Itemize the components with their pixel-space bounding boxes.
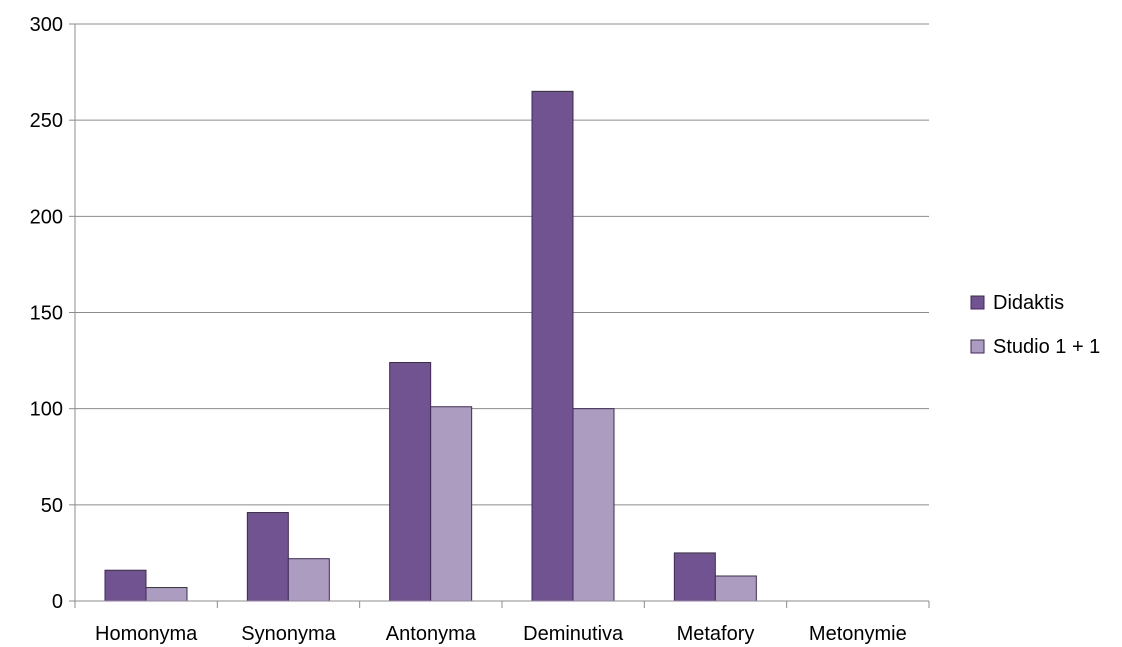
- bar-didaktis-metafory: [673, 552, 716, 602]
- x-tick-label: Deminutiva: [523, 623, 624, 645]
- gridlines: [75, 23, 929, 506]
- bar-studio-1-1-deminutiva: [572, 408, 615, 602]
- y-tick-label: 150: [30, 303, 63, 325]
- bar-studio-1-1-homonyma: [145, 587, 188, 602]
- bar-studio-1-1-antonyma: [430, 406, 473, 602]
- y-tick-label: 250: [30, 110, 63, 132]
- x-tick-label: Metonymie: [809, 623, 907, 645]
- y-tick-label: 50: [41, 495, 63, 517]
- y-tick-label: 300: [30, 14, 63, 36]
- x-tick-label: Antonyma: [386, 623, 477, 645]
- bar-studio-1-1-synonyma: [287, 558, 330, 602]
- bar-didaktis-deminutiva: [531, 90, 574, 602]
- legend: Didaktis Studio 1 + 1: [970, 292, 1100, 358]
- bar-didaktis-synonyma: [246, 512, 289, 602]
- legend-swatch: [970, 339, 985, 354]
- y-axis-tick-labels: 0 50 100 150 200 250 300: [30, 14, 63, 613]
- x-axis-tick-labels: Homonyma Synonyma Antonyma Deminutiva Metafo…: [95, 623, 907, 645]
- bar-didaktis-homonyma: [104, 569, 147, 602]
- y-tick-label: 200: [30, 206, 63, 228]
- legend-swatch: [970, 295, 985, 310]
- legend-label: Didaktis: [993, 292, 1064, 314]
- x-tick-label: Synonyma: [241, 623, 336, 645]
- legend-label: Studio 1 + 1: [993, 336, 1100, 358]
- x-tick-label: Metafory: [677, 623, 755, 645]
- x-tick-label: Homonyma: [95, 623, 198, 645]
- bars: [104, 90, 757, 602]
- bar-studio-1-1-metafory: [714, 575, 757, 602]
- y-tick-label: 0: [52, 591, 63, 613]
- axes: [69, 23, 930, 608]
- y-tick-label: 100: [30, 399, 63, 421]
- bar-didaktis-antonyma: [389, 362, 432, 602]
